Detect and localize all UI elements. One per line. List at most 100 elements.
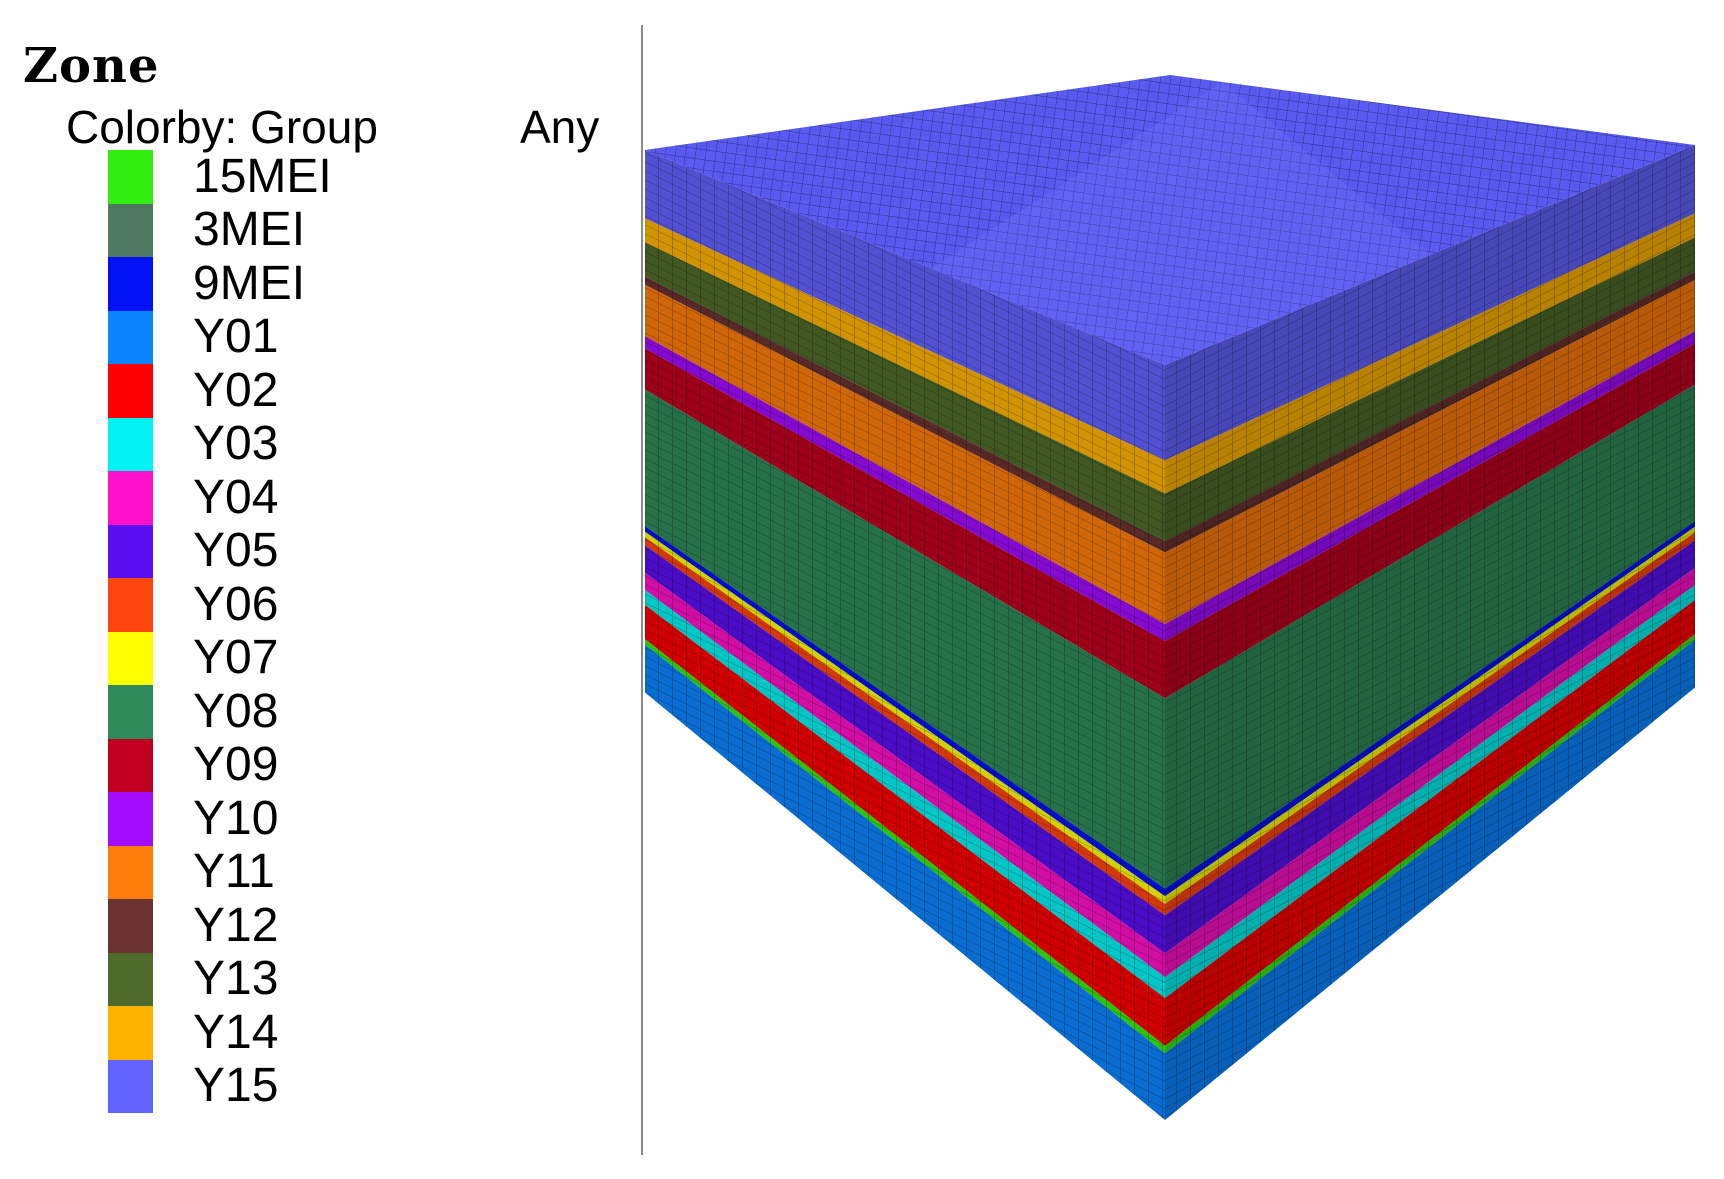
- top-highlight: [931, 82, 1430, 365]
- legend-label: 9MEI: [193, 256, 306, 310]
- legend-swatch: [108, 631, 153, 685]
- legend-item: Y15: [108, 1059, 628, 1113]
- legend-swatch: [108, 738, 153, 792]
- mesh-left-Y14: [645, 218, 1165, 494]
- legend-label: Y13: [193, 952, 279, 1006]
- mesh-right-9MEI: [1165, 521, 1695, 897]
- mesh-left-Y07: [645, 531, 1165, 904]
- legend-label: Y04: [193, 470, 279, 524]
- legend-panel: Zone Colorby: Group Any 15MEI 3MEI 9MEI Y01…: [0, 0, 640, 1179]
- mesh-right-Y14: [1165, 213, 1695, 494]
- mesh-left-Y11: [645, 284, 1165, 624]
- mesh-left-Y04: [645, 572, 1165, 978]
- colorby-mode: Any: [520, 101, 600, 153]
- legend-swatch: [108, 150, 153, 204]
- legend-swatch: [108, 364, 153, 418]
- legend-swatch: [108, 310, 153, 364]
- mesh-left-Y12: [645, 276, 1165, 553]
- mesh-left-Y10: [645, 336, 1165, 642]
- legend-swatch: [108, 578, 153, 632]
- legend-swatch: [108, 899, 153, 953]
- legend-swatch: [108, 203, 153, 257]
- mesh-right-15MEI: [1165, 634, 1695, 1054]
- legend-list: 15MEI 3MEI 9MEI Y01 Y02 Y03 Y04 Y05 Y06 Y07 Y08 Y09…: [108, 150, 628, 1113]
- mesh-left-9MEI: [645, 526, 1165, 897]
- legend-item: Y14: [108, 1006, 628, 1060]
- legend-swatch: [108, 952, 153, 1006]
- legend-label: Y02: [193, 363, 279, 417]
- legend-item: Y04: [108, 471, 628, 525]
- mesh-left-Y13: [645, 242, 1165, 542]
- block-left-face: [645, 150, 1165, 1120]
- legend-label: Y08: [193, 684, 279, 738]
- legend-swatch: [108, 417, 153, 471]
- legend-swatch: [108, 1059, 153, 1113]
- mesh-right-Y08: [1165, 384, 1695, 889]
- legend-label: Y14: [193, 1005, 279, 1059]
- mesh-right-Y07: [1165, 526, 1695, 904]
- legend-item: Y12: [108, 899, 628, 953]
- legend-label: Y09: [193, 738, 279, 792]
- mesh-right-Y11: [1165, 279, 1695, 624]
- legend-swatch: [108, 685, 153, 739]
- legend-item: Y06: [108, 578, 628, 632]
- mesh-left-15MEI: [645, 639, 1165, 1054]
- panel-divider: [641, 25, 643, 1155]
- legend-item: Y13: [108, 952, 628, 1006]
- block-top-face: [645, 75, 1695, 365]
- legend-label: Y11: [193, 845, 275, 899]
- legend-swatch: [108, 792, 153, 846]
- legend-label: Y05: [193, 524, 279, 578]
- legend-item: Y01: [108, 310, 628, 364]
- mesh-left-Y05: [645, 545, 1165, 954]
- legend-item: 3MEI: [108, 203, 628, 257]
- legend-item: 9MEI: [108, 257, 628, 311]
- legend-label: 3MEI: [193, 203, 306, 257]
- legend-title: Zone: [23, 38, 160, 94]
- legend-item: Y09: [108, 738, 628, 792]
- mesh-right-Y13: [1165, 237, 1695, 542]
- legend-swatch: [108, 524, 153, 578]
- legend-item: Y05: [108, 524, 628, 578]
- legend-label: Y12: [193, 898, 279, 952]
- legend-item: Y08: [108, 685, 628, 739]
- mesh-right-Y12: [1165, 271, 1695, 553]
- legend-label: Y06: [193, 577, 279, 631]
- mesh-left-Y01: [645, 644, 1165, 1120]
- mesh-right-Y04: [1165, 567, 1695, 978]
- legend-label: Y15: [193, 1059, 279, 1113]
- mesh-right-Y06: [1165, 532, 1695, 916]
- mesh-right-Y05: [1165, 540, 1695, 954]
- legend-item: Y02: [108, 364, 628, 418]
- legend-swatch: [108, 845, 153, 899]
- legend-item: 15MEI: [108, 150, 628, 204]
- legend-swatch: [108, 1006, 153, 1060]
- mesh-left-Y03: [645, 589, 1165, 999]
- mesh-right-Y10: [1165, 331, 1695, 642]
- legend-item: Y03: [108, 417, 628, 471]
- block-right-face: [1165, 145, 1695, 1120]
- legend-item: Y10: [108, 792, 628, 846]
- mesh-left-Y06: [645, 537, 1165, 916]
- block-top-mesh: [645, 75, 1695, 365]
- legend-label: Y03: [193, 417, 279, 471]
- mesh-left-Y09: [645, 348, 1165, 699]
- legend-label: Y07: [193, 631, 279, 685]
- legend-swatch: [108, 471, 153, 525]
- mesh-right-Y15: [1165, 145, 1695, 461]
- mesh-right-Y02: [1165, 599, 1695, 1046]
- colorby-label: Colorby: Group: [66, 101, 378, 153]
- legend-swatch: [108, 257, 153, 311]
- legend-label: Y01: [193, 310, 279, 364]
- legend-item: Y07: [108, 631, 628, 685]
- mesh-left-Y08: [645, 389, 1165, 889]
- legend-label: 15MEI: [193, 149, 332, 203]
- mesh-left-Y15: [645, 150, 1165, 461]
- mesh-right-Y01: [1165, 639, 1695, 1120]
- mesh-left-Y02: [645, 604, 1165, 1046]
- legend-label: Y10: [193, 791, 279, 845]
- mesh-right-Y09: [1165, 343, 1695, 699]
- mesh-right-Y03: [1165, 584, 1695, 999]
